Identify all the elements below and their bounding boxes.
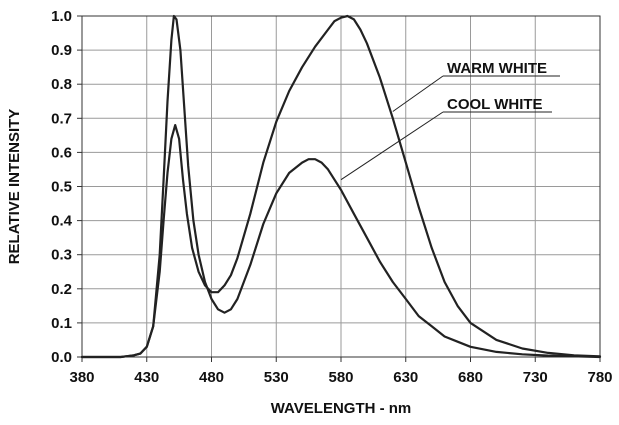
y-tick-label: 0.4	[51, 213, 73, 230]
y-tick-label: 0.7	[51, 110, 72, 127]
annotation-label: WARM WHITE	[447, 60, 547, 77]
x-tick-label: 430	[134, 369, 159, 386]
x-tick-label: 680	[458, 369, 483, 386]
x-tick-label: 630	[393, 369, 418, 386]
x-axis-ticks: 380 430 480 530 580 630 680 730 780	[69, 357, 613, 386]
y-tick-label: 0.8	[51, 76, 72, 93]
y-tick-label: 0.5	[51, 179, 72, 196]
y-tick-label: 0.1	[51, 315, 72, 332]
annotations: WARM WHITE COOL WHITE	[340, 60, 560, 181]
x-tick-label: 580	[328, 369, 353, 386]
y-axis-ticks: 0.0 0.1 0.2 0.3 0.4 0.5 0.6 0.7 0.8 0.9 1.0	[51, 8, 82, 366]
series-layer	[80, 14, 602, 359]
y-tick-label: 0.6	[51, 144, 72, 161]
x-tick-label: 730	[523, 369, 548, 386]
x-tick-label: 480	[199, 369, 224, 386]
x-tick-label: 380	[69, 369, 94, 386]
y-tick-label: 0.3	[51, 247, 72, 264]
y-tick-label: 1.0	[51, 8, 72, 25]
annotation-label: COOL WHITE	[447, 96, 543, 113]
x-axis-title: WAVELENGTH - nm	[271, 400, 412, 417]
x-tick-label: 780	[587, 369, 612, 386]
x-tick-label: 530	[264, 369, 289, 386]
annotation-leader	[392, 75, 444, 112]
y-axis-title: RELATIVE INTENSITY	[6, 109, 23, 265]
grid-lines	[81, 15, 601, 358]
annotation-leader	[340, 111, 444, 181]
y-tick-label: 0.0	[51, 349, 72, 366]
y-tick-label: 0.2	[51, 281, 72, 298]
series-line-warm-white	[80, 14, 602, 359]
series-line-cool-white	[80, 14, 602, 359]
y-tick-label: 0.9	[51, 42, 72, 59]
